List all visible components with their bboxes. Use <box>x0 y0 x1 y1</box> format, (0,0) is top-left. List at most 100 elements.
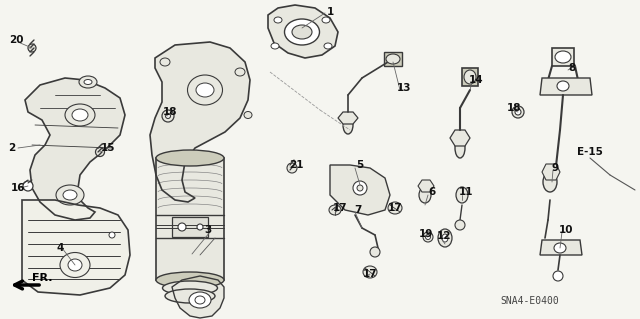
Ellipse shape <box>95 147 104 157</box>
Ellipse shape <box>426 234 431 240</box>
Ellipse shape <box>197 224 203 230</box>
Text: 13: 13 <box>397 83 412 93</box>
Text: 2: 2 <box>8 143 15 153</box>
Ellipse shape <box>189 292 211 308</box>
Ellipse shape <box>109 232 115 238</box>
Text: 17: 17 <box>363 269 378 279</box>
Text: SNA4-E0400: SNA4-E0400 <box>500 296 559 306</box>
Ellipse shape <box>156 150 224 166</box>
Ellipse shape <box>456 187 468 203</box>
Text: 5: 5 <box>356 160 364 170</box>
Ellipse shape <box>195 296 205 304</box>
Ellipse shape <box>554 243 566 253</box>
Bar <box>384 52 402 66</box>
Ellipse shape <box>56 185 84 205</box>
Text: 20: 20 <box>9 35 23 45</box>
Ellipse shape <box>28 44 36 52</box>
Text: 16: 16 <box>11 183 25 193</box>
Text: 18: 18 <box>507 103 521 113</box>
Text: 1: 1 <box>326 7 333 17</box>
Text: 6: 6 <box>428 187 436 197</box>
Ellipse shape <box>353 181 367 195</box>
Polygon shape <box>542 164 560 180</box>
Ellipse shape <box>196 83 214 97</box>
Ellipse shape <box>163 281 218 295</box>
Ellipse shape <box>162 110 174 122</box>
Polygon shape <box>330 165 390 215</box>
Text: 9: 9 <box>552 163 559 173</box>
Ellipse shape <box>386 54 400 64</box>
Ellipse shape <box>72 109 88 121</box>
Bar <box>552 48 574 66</box>
Ellipse shape <box>156 272 224 288</box>
Text: 19: 19 <box>419 229 433 239</box>
Ellipse shape <box>322 17 330 23</box>
Ellipse shape <box>23 181 33 191</box>
Polygon shape <box>150 42 250 202</box>
Ellipse shape <box>63 190 77 200</box>
Text: 11: 11 <box>459 187 473 197</box>
Ellipse shape <box>65 104 95 126</box>
Ellipse shape <box>553 271 563 281</box>
Ellipse shape <box>512 106 524 118</box>
Ellipse shape <box>343 116 353 134</box>
Ellipse shape <box>287 163 297 173</box>
Ellipse shape <box>455 220 465 230</box>
Text: E-15: E-15 <box>577 147 603 157</box>
Text: 3: 3 <box>204 225 212 235</box>
Ellipse shape <box>274 17 282 23</box>
Ellipse shape <box>419 187 431 203</box>
Ellipse shape <box>84 79 92 85</box>
Text: 8: 8 <box>568 63 575 73</box>
Ellipse shape <box>79 76 97 88</box>
Polygon shape <box>268 5 338 58</box>
Bar <box>156 158 224 280</box>
Text: 21: 21 <box>289 160 303 170</box>
Polygon shape <box>22 200 130 295</box>
Ellipse shape <box>370 247 380 257</box>
Ellipse shape <box>363 266 377 278</box>
Ellipse shape <box>515 109 521 115</box>
Ellipse shape <box>244 112 252 118</box>
Polygon shape <box>540 78 592 95</box>
Polygon shape <box>338 112 358 124</box>
Ellipse shape <box>324 43 332 49</box>
Text: 15: 15 <box>100 143 115 153</box>
Ellipse shape <box>166 114 170 118</box>
Ellipse shape <box>188 75 223 105</box>
Ellipse shape <box>357 185 363 191</box>
Ellipse shape <box>285 19 319 45</box>
Text: 4: 4 <box>56 243 64 253</box>
Ellipse shape <box>423 232 433 242</box>
Polygon shape <box>450 130 470 146</box>
Ellipse shape <box>442 234 448 242</box>
Ellipse shape <box>455 138 465 158</box>
Text: 17: 17 <box>333 203 348 213</box>
Text: 14: 14 <box>468 75 483 85</box>
Ellipse shape <box>160 58 170 66</box>
Ellipse shape <box>60 253 90 278</box>
Ellipse shape <box>555 51 571 63</box>
Polygon shape <box>540 240 582 255</box>
Text: 12: 12 <box>436 231 451 241</box>
Ellipse shape <box>557 81 569 91</box>
Ellipse shape <box>68 259 82 271</box>
Polygon shape <box>418 180 434 192</box>
Ellipse shape <box>438 229 452 247</box>
Ellipse shape <box>165 289 215 303</box>
Ellipse shape <box>543 172 557 192</box>
Text: 17: 17 <box>388 203 403 213</box>
Bar <box>462 68 478 86</box>
Text: 18: 18 <box>163 107 177 117</box>
Text: 7: 7 <box>355 205 362 215</box>
Polygon shape <box>25 78 125 220</box>
Ellipse shape <box>292 25 312 39</box>
Ellipse shape <box>464 70 476 84</box>
Ellipse shape <box>178 223 186 231</box>
Ellipse shape <box>271 43 279 49</box>
Ellipse shape <box>388 202 402 214</box>
Text: FR.: FR. <box>32 273 52 283</box>
Ellipse shape <box>329 205 341 215</box>
Polygon shape <box>172 276 224 318</box>
Text: 10: 10 <box>559 225 573 235</box>
